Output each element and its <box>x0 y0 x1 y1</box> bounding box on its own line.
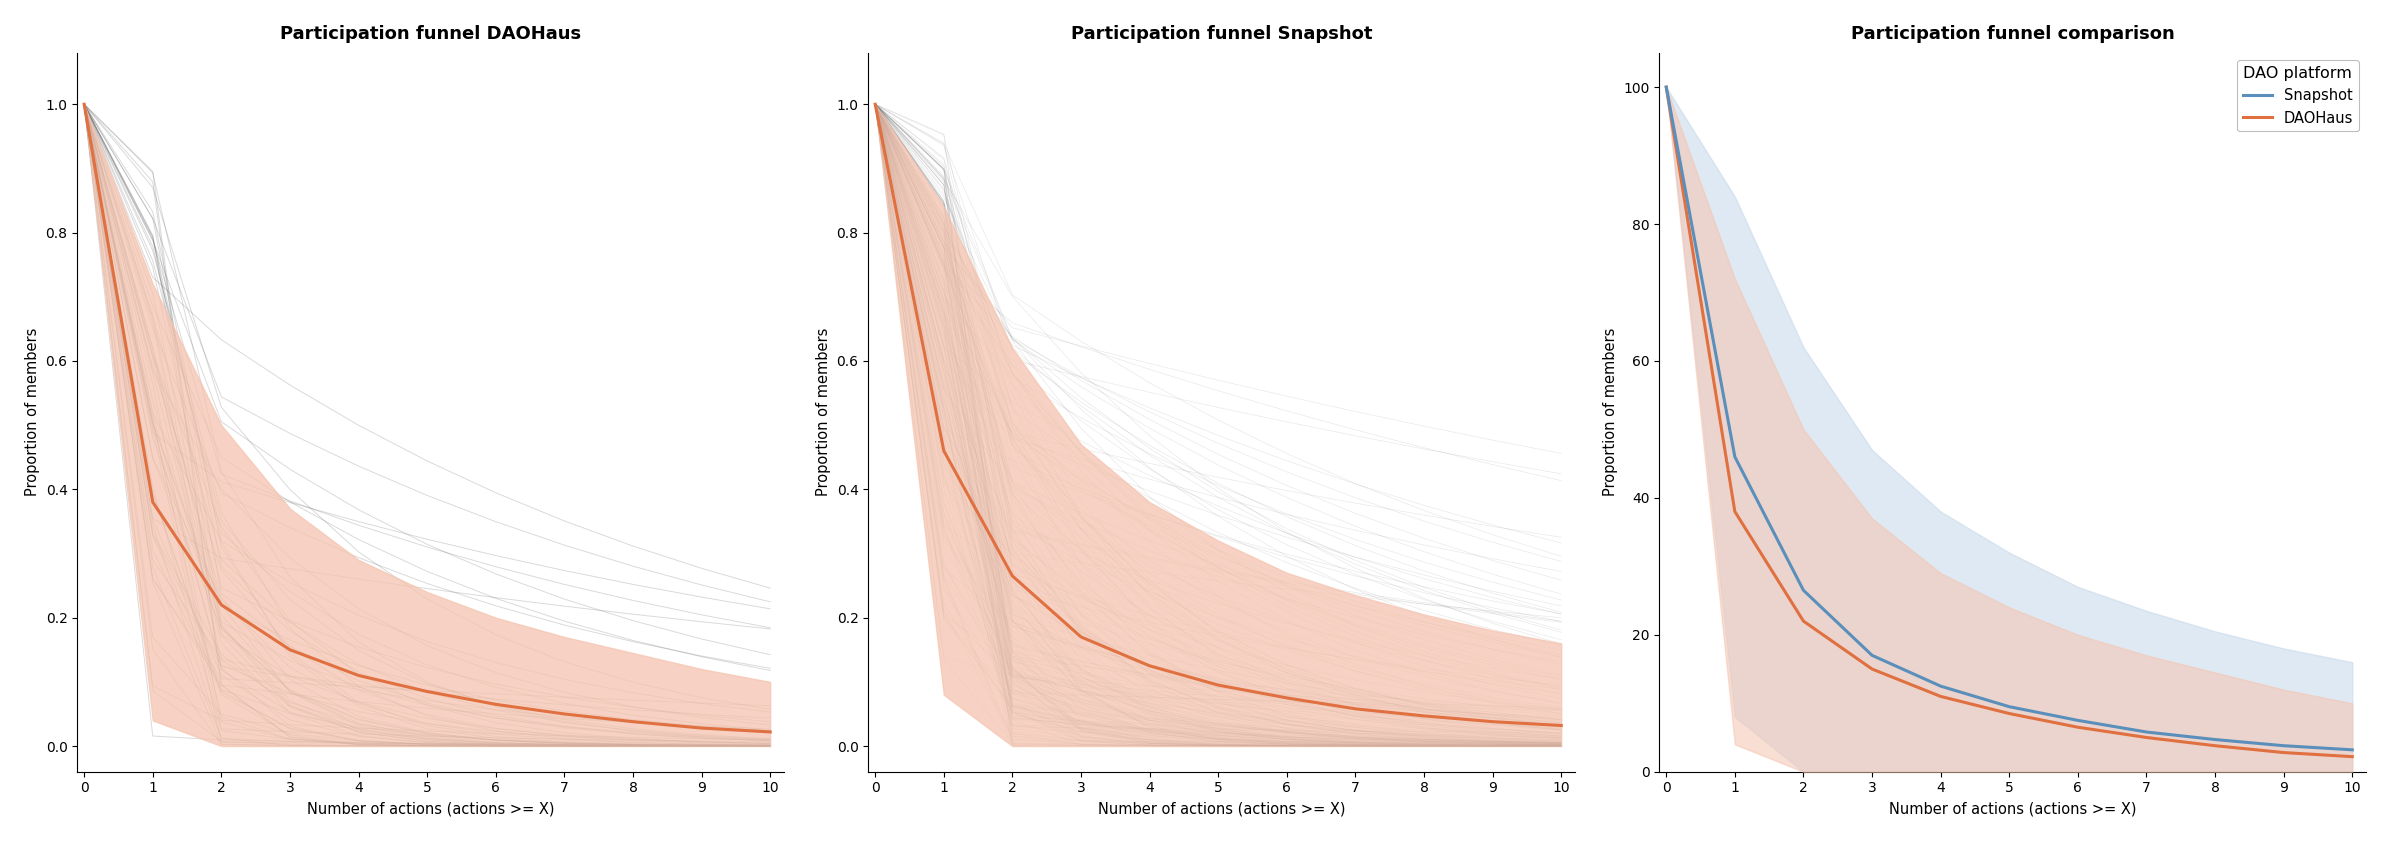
DAOHaus <box>2063 722 2092 733</box>
Y-axis label: Proportion of members: Proportion of members <box>24 328 41 496</box>
X-axis label: Number of actions (actions >= X): Number of actions (actions >= X) <box>1097 801 1346 816</box>
Snapshot <box>2133 727 2161 737</box>
DAOHaus <box>1722 506 1750 516</box>
Snapshot <box>1858 650 1886 660</box>
Snapshot <box>1788 585 1817 595</box>
DAOHaus <box>2269 748 2298 758</box>
DAOHaus <box>1927 691 1956 701</box>
Y-axis label: Proportion of members: Proportion of members <box>815 328 832 496</box>
Snapshot <box>2200 734 2228 744</box>
Title: Participation funnel comparison: Participation funnel comparison <box>1851 25 2173 43</box>
Line: DAOHaus: DAOHaus <box>1667 87 2353 757</box>
DAOHaus <box>2133 733 2161 743</box>
Legend: Snapshot, DAOHaus: Snapshot, DAOHaus <box>2238 61 2358 131</box>
Snapshot <box>1722 452 1750 462</box>
Snapshot <box>2269 741 2298 751</box>
Snapshot <box>2338 745 2367 755</box>
Snapshot <box>2063 716 2092 726</box>
DAOHaus <box>1858 664 1886 674</box>
Y-axis label: Proportion of members: Proportion of members <box>1602 328 1619 496</box>
Snapshot <box>1652 82 1681 93</box>
DAOHaus <box>1652 82 1681 93</box>
DAOHaus <box>1788 616 1817 627</box>
X-axis label: Number of actions (actions >= X): Number of actions (actions >= X) <box>1889 801 2138 816</box>
DAOHaus <box>2200 741 2228 751</box>
Title: Participation funnel Snapshot: Participation funnel Snapshot <box>1071 25 1372 43</box>
Line: Snapshot: Snapshot <box>1667 87 2353 750</box>
DAOHaus <box>2338 752 2367 762</box>
Snapshot <box>1927 681 1956 691</box>
DAOHaus <box>1994 708 2023 718</box>
X-axis label: Number of actions (actions >= X): Number of actions (actions >= X) <box>306 801 555 816</box>
Title: Participation funnel DAOHaus: Participation funnel DAOHaus <box>280 25 581 43</box>
Snapshot <box>1994 701 2023 711</box>
